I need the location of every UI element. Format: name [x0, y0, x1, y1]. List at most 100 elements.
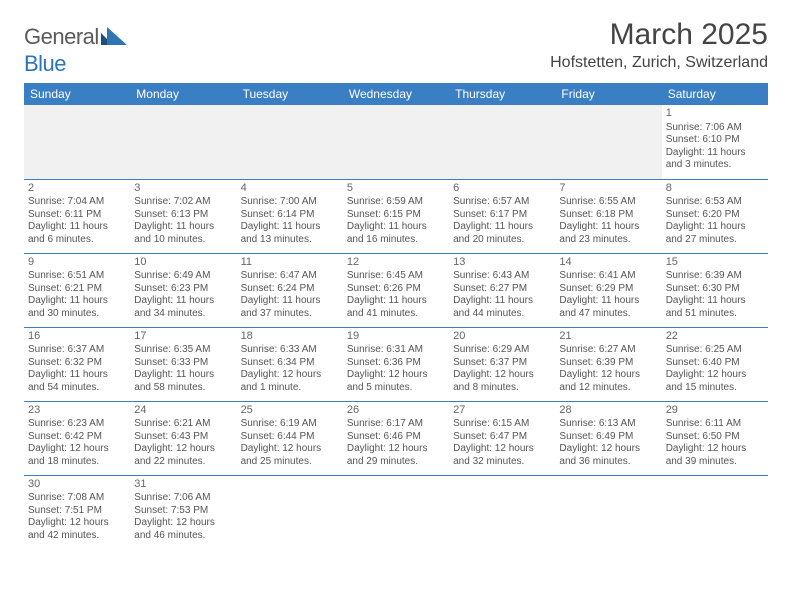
calendar-week-row: 30Sunrise: 7:08 AMSunset: 7:51 PMDayligh… — [24, 475, 768, 549]
calendar-day-cell: 21Sunrise: 6:27 AMSunset: 6:39 PMDayligh… — [555, 327, 661, 401]
calendar-day-cell: 29Sunrise: 6:11 AMSunset: 6:50 PMDayligh… — [662, 401, 768, 475]
calendar-empty-cell — [237, 475, 343, 549]
sunrise-line: Sunrise: 6:11 AM — [666, 418, 764, 431]
sunrise-line: Sunrise: 6:25 AM — [666, 344, 764, 357]
calendar-day-cell: 14Sunrise: 6:41 AMSunset: 6:29 PMDayligh… — [555, 253, 661, 327]
sunset-line: Sunset: 6:21 PM — [28, 283, 126, 296]
day-number: 20 — [453, 330, 551, 344]
location: Hofstetten, Zurich, Switzerland — [550, 54, 768, 72]
daylight-line: Daylight: 11 hours and 16 minutes. — [347, 221, 445, 246]
sunrise-line: Sunrise: 7:00 AM — [241, 196, 339, 209]
weekday-header: Friday — [555, 83, 661, 105]
sunset-line: Sunset: 6:32 PM — [28, 357, 126, 370]
calendar-empty-cell — [449, 475, 555, 549]
sunset-line: Sunset: 6:34 PM — [241, 357, 339, 370]
sunset-line: Sunset: 6:27 PM — [453, 283, 551, 296]
calendar-week-row: 16Sunrise: 6:37 AMSunset: 6:32 PMDayligh… — [24, 327, 768, 401]
weekday-header: Wednesday — [343, 83, 449, 105]
calendar-day-cell: 9Sunrise: 6:51 AMSunset: 6:21 PMDaylight… — [24, 253, 130, 327]
weekday-header: Monday — [130, 83, 236, 105]
daylight-line: Daylight: 11 hours and 10 minutes. — [134, 221, 232, 246]
daylight-line: Daylight: 12 hours and 29 minutes. — [347, 443, 445, 468]
calendar-day-cell: 26Sunrise: 6:17 AMSunset: 6:46 PMDayligh… — [343, 401, 449, 475]
day-number: 24 — [134, 404, 232, 418]
sunrise-line: Sunrise: 6:27 AM — [559, 344, 657, 357]
daylight-line: Daylight: 12 hours and 25 minutes. — [241, 443, 339, 468]
day-number: 13 — [453, 256, 551, 270]
calendar-day-cell: 23Sunrise: 6:23 AMSunset: 6:42 PMDayligh… — [24, 401, 130, 475]
day-number: 10 — [134, 256, 232, 270]
day-number: 18 — [241, 330, 339, 344]
daylight-line: Daylight: 11 hours and 41 minutes. — [347, 295, 445, 320]
day-number: 30 — [28, 478, 126, 492]
daylight-line: Daylight: 12 hours and 18 minutes. — [28, 443, 126, 468]
sunset-line: Sunset: 6:46 PM — [347, 431, 445, 444]
calendar-day-cell: 8Sunrise: 6:53 AMSunset: 6:20 PMDaylight… — [662, 179, 768, 253]
calendar-empty-cell — [449, 105, 555, 179]
calendar-day-cell: 2Sunrise: 7:04 AMSunset: 6:11 PMDaylight… — [24, 179, 130, 253]
logo-word-gray: General — [24, 24, 99, 49]
calendar-week-row: 9Sunrise: 6:51 AMSunset: 6:21 PMDaylight… — [24, 253, 768, 327]
calendar-day-cell: 13Sunrise: 6:43 AMSunset: 6:27 PMDayligh… — [449, 253, 555, 327]
sunset-line: Sunset: 6:36 PM — [347, 357, 445, 370]
sunrise-line: Sunrise: 6:51 AM — [28, 270, 126, 283]
logo-text: GeneralBlue — [24, 24, 127, 77]
daylight-line: Daylight: 11 hours and 30 minutes. — [28, 295, 126, 320]
calendar-empty-cell — [555, 475, 661, 549]
daylight-line: Daylight: 11 hours and 51 minutes. — [666, 295, 764, 320]
day-number: 8 — [666, 182, 764, 196]
sunset-line: Sunset: 6:13 PM — [134, 209, 232, 222]
sunset-line: Sunset: 6:39 PM — [559, 357, 657, 370]
day-number: 1 — [666, 107, 764, 121]
calendar-body: 1Sunrise: 7:06 AMSunset: 6:10 PM Daylight… — [24, 105, 768, 549]
sunrise-line: Sunrise: 6:15 AM — [453, 418, 551, 431]
day-number: 11 — [241, 256, 339, 270]
weekday-header: Sunday — [24, 83, 130, 105]
sunset-line: Sunset: 7:53 PM — [134, 505, 232, 518]
sunrise-line: Sunrise: 6:41 AM — [559, 270, 657, 283]
sunrise-line: Sunrise: 7:02 AM — [134, 196, 232, 209]
daylight-line: Daylight: 12 hours and 36 minutes. — [559, 443, 657, 468]
daylight-line: Daylight: 11 hours and 20 minutes. — [453, 221, 551, 246]
sunset-line: Sunset: 6:24 PM — [241, 283, 339, 296]
calendar-day-cell: 6Sunrise: 6:57 AMSunset: 6:17 PMDaylight… — [449, 179, 555, 253]
calendar-day-cell: 1Sunrise: 7:06 AMSunset: 6:10 PMDaylight… — [662, 105, 768, 179]
calendar-day-cell: 24Sunrise: 6:21 AMSunset: 6:43 PMDayligh… — [130, 401, 236, 475]
sunset-line: Sunset: 6:30 PM — [666, 283, 764, 296]
calendar-week-row: 23Sunrise: 6:23 AMSunset: 6:42 PMDayligh… — [24, 401, 768, 475]
calendar-day-cell: 4Sunrise: 7:00 AMSunset: 6:14 PMDaylight… — [237, 179, 343, 253]
calendar-empty-cell — [237, 105, 343, 179]
calendar-day-cell: 10Sunrise: 6:49 AMSunset: 6:23 PMDayligh… — [130, 253, 236, 327]
daylight-line: Daylight: 12 hours and 32 minutes. — [453, 443, 551, 468]
day-number: 12 — [347, 256, 445, 270]
calendar-day-cell: 30Sunrise: 7:08 AMSunset: 7:51 PMDayligh… — [24, 475, 130, 549]
daylight-line: Daylight: 11 hours and 47 minutes. — [559, 295, 657, 320]
sunset-line: Sunset: 6:17 PM — [453, 209, 551, 222]
calendar-day-cell: 11Sunrise: 6:47 AMSunset: 6:24 PMDayligh… — [237, 253, 343, 327]
calendar-empty-cell — [24, 105, 130, 179]
daylight-line: Daylight: 11 hours and 58 minutes. — [134, 369, 232, 394]
sunrise-line: Sunrise: 7:06 AM — [666, 122, 764, 135]
day-number: 7 — [559, 182, 657, 196]
daylight-line: Daylight: 11 hours and 13 minutes. — [241, 221, 339, 246]
calendar-day-cell: 3Sunrise: 7:02 AMSunset: 6:13 PMDaylight… — [130, 179, 236, 253]
sunset-line: Sunset: 6:11 PM — [28, 209, 126, 222]
calendar-day-cell: 5Sunrise: 6:59 AMSunset: 6:15 PMDaylight… — [343, 179, 449, 253]
daylight-line: Daylight: 11 hours and 23 minutes. — [559, 221, 657, 246]
sunrise-line: Sunrise: 6:35 AM — [134, 344, 232, 357]
calendar-day-cell: 25Sunrise: 6:19 AMSunset: 6:44 PMDayligh… — [237, 401, 343, 475]
calendar-week-row: 2Sunrise: 7:04 AMSunset: 6:11 PMDaylight… — [24, 179, 768, 253]
day-number: 17 — [134, 330, 232, 344]
sunset-line: Sunset: 6:33 PM — [134, 357, 232, 370]
sunrise-line: Sunrise: 6:37 AM — [28, 344, 126, 357]
day-number: 21 — [559, 330, 657, 344]
calendar-empty-cell — [130, 105, 236, 179]
sunrise-line: Sunrise: 6:31 AM — [347, 344, 445, 357]
calendar-day-cell: 31Sunrise: 7:06 AMSunset: 7:53 PMDayligh… — [130, 475, 236, 549]
calendar-day-cell: 20Sunrise: 6:29 AMSunset: 6:37 PMDayligh… — [449, 327, 555, 401]
title-block: March 2025 Hofstetten, Zurich, Switzerla… — [550, 18, 768, 72]
calendar-day-cell: 22Sunrise: 6:25 AMSunset: 6:40 PMDayligh… — [662, 327, 768, 401]
calendar-day-cell: 17Sunrise: 6:35 AMSunset: 6:33 PMDayligh… — [130, 327, 236, 401]
daylight-line: Daylight: 12 hours and 12 minutes. — [559, 369, 657, 394]
sunset-line: Sunset: 6:10 PM — [666, 134, 764, 147]
